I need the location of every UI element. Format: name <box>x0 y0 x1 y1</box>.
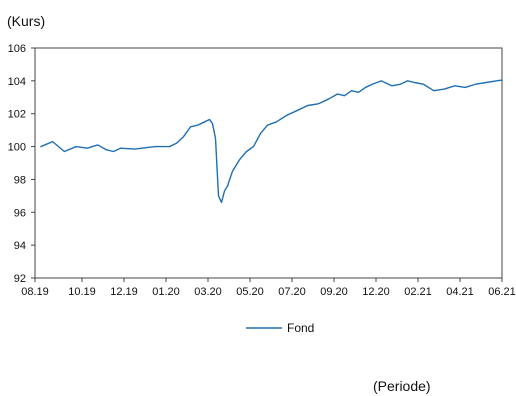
y-tick-label: 92 <box>14 273 26 285</box>
plot-area-border <box>34 47 503 279</box>
x-tick-label: 01.20 <box>152 286 180 298</box>
x-axis: 08.19 10.19 12.19 01.20 03.20 05.20 07.20 09.20… <box>21 278 516 298</box>
legend-label-fond: Fond <box>287 321 314 335</box>
y-tick-label: 106 <box>8 43 26 55</box>
legend: Fond <box>246 321 314 335</box>
x-tick-label: 10.19 <box>68 286 96 298</box>
x-tick-label: 05.20 <box>236 286 264 298</box>
y-axis-unit-label: (Kurs) <box>7 13 45 29</box>
x-tick-label: 04.21 <box>446 286 474 298</box>
y-tick-label: 104 <box>8 76 26 88</box>
y-axis: 92 94 96 98 100 102 104 106 <box>8 43 35 285</box>
x-tick-label: 12.19 <box>110 286 138 298</box>
x-tick-label: 12.20 <box>362 286 390 298</box>
x-tick-label: 06.21 <box>488 286 516 298</box>
y-tick-label: 102 <box>8 109 26 121</box>
x-tick-label: 08.19 <box>21 286 49 298</box>
fond-series-line <box>40 79 503 204</box>
x-tick-label: 02.21 <box>404 286 432 298</box>
x-axis-unit-label: (Periode) <box>373 378 431 394</box>
x-tick-label: 07.20 <box>278 286 306 298</box>
x-tick-label: 03.20 <box>194 286 222 298</box>
x-tick-label: 09.20 <box>320 286 348 298</box>
y-tick-label: 98 <box>14 174 26 186</box>
y-tick-label: 96 <box>14 207 26 219</box>
y-tick-label: 100 <box>8 142 26 154</box>
y-tick-label: 94 <box>14 240 26 252</box>
